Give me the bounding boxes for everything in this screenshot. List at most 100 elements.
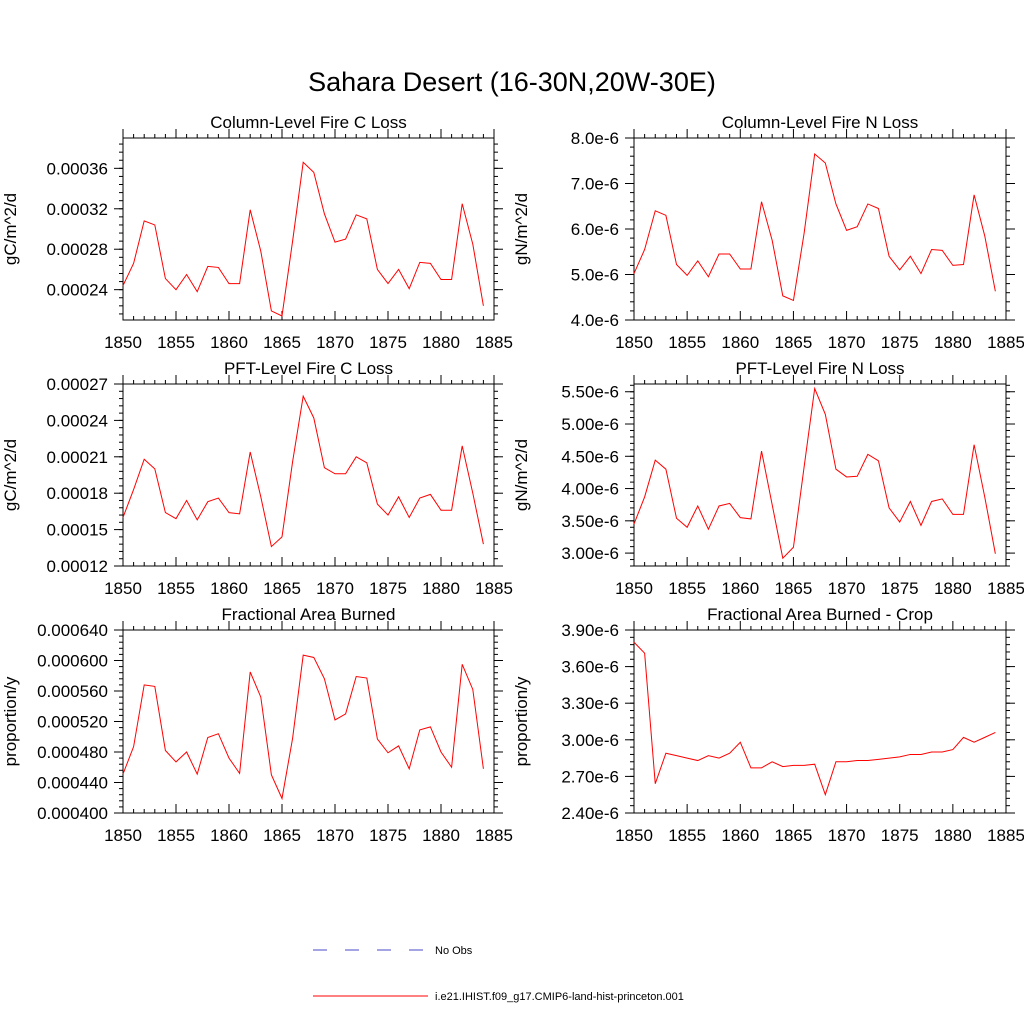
x-tick-label: 1855 [157,579,195,598]
x-tick-label: 1880 [934,579,972,598]
x-tick-label: 1885 [475,826,513,845]
y-tick-label: 0.00015 [47,521,108,540]
x-tick-label: 1860 [210,333,248,352]
x-tick-label: 1855 [668,826,706,845]
x-tick-label: 1880 [422,333,460,352]
x-tick-label: 1860 [721,579,759,598]
series-line [633,152,996,302]
y-tick-label: 0.000520 [37,713,108,732]
chart-title: Fractional Area Burned [222,605,396,624]
x-tick-label: 1880 [934,333,972,352]
x-tick-label: 1850 [104,826,142,845]
y-tick-label: 0.000480 [37,743,108,762]
series-line [122,161,484,317]
x-tick-label: 1885 [987,333,1024,352]
y-axis-label: proportion/y [1,676,20,766]
x-tick-label: 1865 [263,579,301,598]
chart-panel: Column-Level Fire N Loss 1850 1855 1860 1865… [512,113,1024,352]
x-tick-label: 1865 [263,333,301,352]
x-tick-label: 1875 [881,333,919,352]
y-tick-label: 0.00021 [47,448,108,467]
x-tick-label: 1860 [210,826,248,845]
x-tick-label: 1875 [369,826,407,845]
x-tick-label: 1870 [316,579,354,598]
y-tick-label: 4.00e-6 [561,480,619,499]
chart-panel: Column-Level Fire C Loss 1850 1855 1860 1865… [1,113,513,352]
x-tick-label: 1880 [934,826,972,845]
legend-model-label: i.e21.IHIST.f09_g17.CMIP6-land-hist-prin… [435,991,684,1003]
y-axis-label: gC/m^2/d [1,193,20,265]
x-tick-label: 1880 [422,826,460,845]
y-tick-label: 0.00018 [47,484,108,503]
x-tick-label: 1875 [881,579,919,598]
chart-panel: Fractional Area Burned - Crop 1850 1855 186… [512,605,1024,845]
x-tick-label: 1870 [828,826,866,845]
x-tick-label: 1870 [316,333,354,352]
chart-panel: Fractional Area Burned 1850 1855 1860 1865 18… [1,605,513,845]
x-tick-label: 1850 [104,333,142,352]
x-tick-label: 1860 [721,826,759,845]
y-tick-label: 6.0e-6 [571,220,619,239]
x-tick-label: 1870 [828,579,866,598]
chart-panel: PFT-Level Fire C Loss 1850 1855 1860 1865 187… [1,359,513,598]
y-axis-label: gN/m^2/d [512,193,531,265]
chart-title: PFT-Level Fire N Loss [735,359,904,378]
x-tick-label: 1850 [615,826,653,845]
x-tick-label: 1885 [987,826,1024,845]
y-tick-label: 0.00024 [47,281,108,300]
y-tick-label: 5.0e-6 [571,266,619,285]
y-axis-label: proportion/y [512,676,531,766]
x-tick-label: 1865 [775,579,813,598]
x-tick-label: 1865 [775,333,813,352]
y-tick-label: 2.40e-6 [561,804,619,823]
x-tick-label: 1855 [668,333,706,352]
chart-panels: Column-Level Fire C Loss 1850 1855 1860 1865… [1,113,1024,845]
y-tick-label: 0.00012 [47,557,108,576]
x-tick-label: 1855 [157,826,195,845]
x-tick-label: 1850 [615,579,653,598]
y-tick-label: 3.00e-6 [561,544,619,563]
plot-frame [122,383,495,567]
series-line [122,654,484,801]
y-tick-label: 3.90e-6 [561,621,619,640]
y-tick-label: 3.50e-6 [561,512,619,531]
x-tick-label: 1875 [369,333,407,352]
x-tick-label: 1855 [157,333,195,352]
y-tick-label: 0.000640 [37,621,108,640]
x-tick-label: 1860 [721,333,759,352]
y-tick-label: 3.30e-6 [561,694,619,713]
x-tick-label: 1875 [369,579,407,598]
plot-frame [122,137,495,321]
y-tick-label: 3.00e-6 [561,731,619,750]
series-line [633,386,996,560]
x-tick-label: 1870 [316,826,354,845]
legend-obs-label: No Obs [435,945,473,957]
x-tick-label: 1880 [422,579,460,598]
chart-title: PFT-Level Fire C Loss [224,359,393,378]
y-tick-label: 8.0e-6 [571,129,619,148]
y-tick-label: 0.000600 [37,652,108,671]
x-tick-label: 1865 [263,826,301,845]
y-tick-label: 7.0e-6 [571,175,619,194]
legend: No Obs i.e21.IHIST.f09_g17.CMIP6-land-hi… [313,945,684,1003]
y-tick-label: 0.00024 [47,411,108,430]
chart-panel: PFT-Level Fire N Loss 1850 1855 1860 1865 187… [512,359,1024,598]
y-tick-label: 0.00027 [47,375,108,394]
x-tick-label: 1885 [475,579,513,598]
y-tick-label: 0.00032 [47,200,108,219]
y-tick-label: 0.00036 [47,159,108,178]
chart-title: Column-Level Fire C Loss [210,113,407,132]
plot-frame [122,629,495,814]
chart-title: Fractional Area Burned - Crop [707,605,933,624]
y-tick-label: 0.00028 [47,240,108,259]
y-tick-label: 3.60e-6 [561,658,619,677]
x-tick-label: 1850 [104,579,142,598]
x-tick-label: 1885 [475,333,513,352]
y-axis-label: gN/m^2/d [512,439,531,511]
y-tick-label: 5.50e-6 [561,383,619,402]
chart-title: Column-Level Fire N Loss [722,113,919,132]
y-tick-label: 5.00e-6 [561,415,619,434]
figure-title: Sahara Desert (16-30N,20W-30E) [308,67,716,97]
x-tick-label: 1860 [210,579,248,598]
